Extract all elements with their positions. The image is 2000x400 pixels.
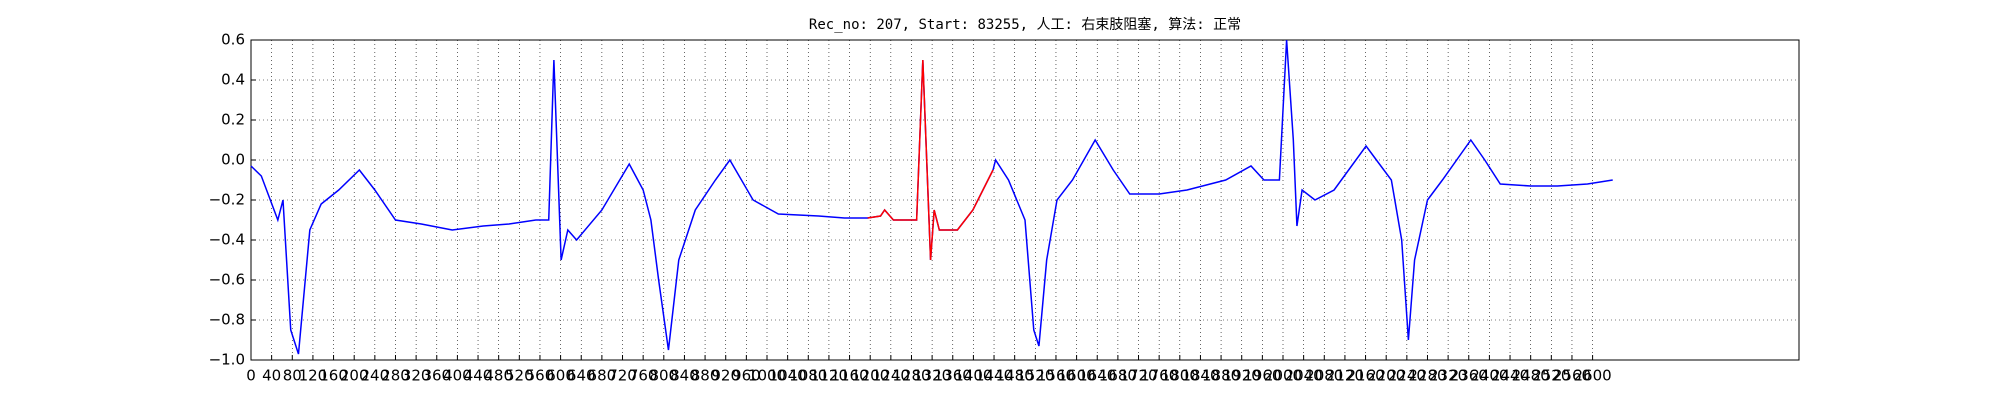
x-tick-label: 2480 [1512,367,1550,385]
x-tick-label: 1480 [996,367,1034,385]
x-tick-label: 1440 [975,367,1013,385]
x-tick-label: 2600 [1574,367,1612,385]
x-tick-label: 280 [381,367,410,385]
x-tick-label: 720 [608,367,637,385]
x-tick-label: 1400 [954,367,992,385]
x-tick-label: 2520 [1532,367,1570,385]
x-tick-label: 760 [629,367,658,385]
y-tick-label: 0.0 [221,151,245,169]
y-tick-label: 0.6 [221,31,245,49]
x-tick-label: 1520 [1016,367,1054,385]
y-tick-label: 0.2 [221,111,245,129]
x-tick-label: 400 [443,367,472,385]
x-tick-label: 1360 [934,367,972,385]
x-tick-label: 2080 [1305,367,1343,385]
x-tick-label: 160 [319,367,348,385]
x-tick-label: 1080 [789,367,827,385]
y-tick-label: −0.6 [209,271,245,289]
x-tick-label: 1880 [1202,367,1240,385]
x-tick-label: 1960 [1243,367,1281,385]
series-line [867,59,994,261]
x-tick-label: 800 [649,367,678,385]
x-tick-label: 2440 [1491,367,1529,385]
x-tick-label: 2320 [1429,367,1467,385]
x-tick-label: 1040 [769,367,807,385]
x-tick-label: 520 [505,367,534,385]
x-tick-label: 320 [402,367,431,385]
x-tick-label: 2160 [1346,367,1384,385]
x-tick-label: 1200 [851,367,889,385]
x-tick-label: 640 [567,367,596,385]
y-tick-label: −1.0 [209,351,245,369]
x-tick-label: 2560 [1553,367,1591,385]
x-tick-label: 120 [299,367,328,385]
x-tick-label: 1120 [810,367,848,385]
x-tick-label: 240 [361,367,390,385]
x-tick-label: 1280 [892,367,930,385]
x-tick-label: 960 [732,367,761,385]
x-tick-label: 1560 [1037,367,1075,385]
x-tick-label: 200 [340,367,369,385]
x-tick-label: 2280 [1408,367,1446,385]
x-tick-label: 1240 [872,367,910,385]
x-tick-label: 840 [670,367,699,385]
y-tick-label: −0.4 [209,231,245,249]
x-tick-label: 0 [246,367,256,385]
x-tick-label: 1800 [1161,367,1199,385]
x-tick-label: 2040 [1285,367,1323,385]
x-tick-label: 1160 [830,367,868,385]
x-tick-label: 1840 [1181,367,1219,385]
x-tick-label: 920 [711,367,740,385]
x-tick-label: 1760 [1140,367,1178,385]
x-tick-label: 1000 [748,367,786,385]
x-tick-label: 2400 [1470,367,1508,385]
x-tick-label: 2360 [1450,367,1488,385]
x-tick-label: 1320 [913,367,951,385]
x-tick-label: 360 [422,367,451,385]
x-tick-label: 440 [464,367,493,385]
x-tick-label: 40 [262,367,281,385]
x-tick-label: 480 [484,367,513,385]
x-tick-label: 1920 [1223,367,1261,385]
x-tick-label: 2200 [1367,367,1405,385]
x-tick-label: 560 [526,367,555,385]
x-tick-label: 2240 [1388,367,1426,385]
x-tick-label: 680 [588,367,617,385]
y-tick-label: −0.2 [209,191,245,209]
y-tick-label: −0.8 [209,311,245,329]
x-tick-label: 1720 [1119,367,1157,385]
chart-title: Rec_no: 207, Start: 83255, 人工: 右束肢阻塞, 算法… [809,16,1241,33]
x-tick-label: 880 [691,367,720,385]
x-tick-label: 2000 [1264,367,1302,385]
x-tick-label: 1600 [1058,367,1096,385]
x-tick-label: 1640 [1078,367,1116,385]
x-tick-label: 2120 [1326,367,1364,385]
x-tick-label: 600 [546,367,575,385]
x-tick-label: 80 [283,367,302,385]
x-tick-label: 1680 [1099,367,1137,385]
y-tick-label: 0.4 [221,71,245,89]
